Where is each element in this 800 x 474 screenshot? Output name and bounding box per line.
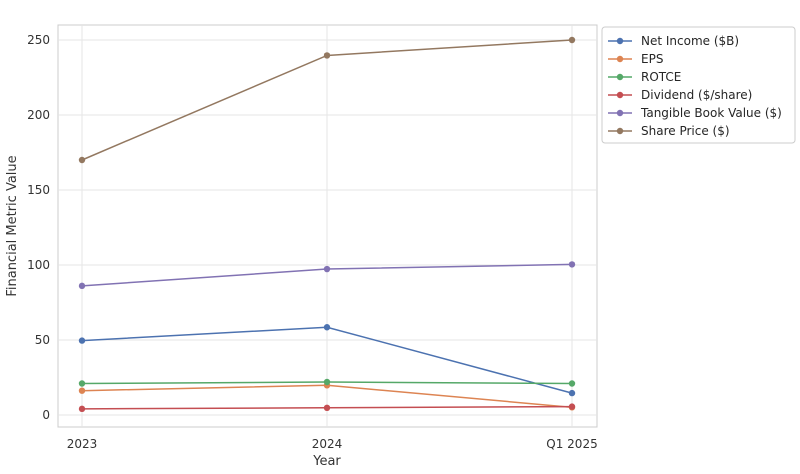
data-point [323, 324, 331, 331]
legend-marker [616, 91, 624, 99]
legend-item: EPS [608, 52, 663, 66]
y-tick-label: 50 [35, 333, 50, 347]
data-point [78, 156, 86, 164]
legend-item: Dividend ($/share) [608, 88, 752, 102]
legend-label: ROTCE [641, 70, 681, 84]
y-axis-label: Financial Metric Value [5, 155, 20, 296]
legend-marker [616, 127, 624, 135]
series-2 [78, 378, 576, 387]
data-point [568, 261, 576, 268]
legend-item: ROTCE [608, 70, 681, 84]
data-point [323, 404, 331, 411]
y-tick-label: 150 [27, 183, 50, 197]
data-point [568, 380, 576, 387]
series-5 [78, 36, 576, 164]
legend-label: Tangible Book Value ($) [640, 106, 782, 120]
legend-item: Share Price ($) [608, 124, 730, 138]
legend-item: Net Income ($B) [608, 34, 739, 48]
legend-marker [616, 73, 624, 81]
legend-item: Tangible Book Value ($) [608, 106, 782, 120]
x-ticks: 2023 2024 Q1 2025 [67, 437, 598, 451]
legend-label: Share Price ($) [641, 124, 730, 138]
legend-frame [601, 26, 796, 144]
legend-marker [616, 55, 624, 63]
legend-label: EPS [641, 52, 663, 66]
legend-marker [616, 37, 624, 45]
x-tick-label: Q1 2025 [546, 437, 597, 451]
y-tick-label: 200 [27, 108, 50, 122]
series-3 [78, 403, 576, 413]
legend-label: Net Income ($B) [641, 34, 739, 48]
data-point [568, 389, 576, 397]
y-tick-label: 0 [42, 408, 50, 422]
x-tick-label: 2024 [312, 437, 343, 451]
legend: Net Income ($B) EPS ROTCE Dividend ($/share… [601, 26, 796, 144]
data-point [78, 387, 86, 394]
data-point [568, 403, 576, 410]
data-point [78, 405, 86, 413]
y-ticks: 0 50 100 150 200 250 [27, 33, 50, 422]
series-4 [78, 261, 576, 290]
series [78, 36, 576, 413]
data-point [323, 378, 331, 386]
y-tick-label: 250 [27, 33, 50, 47]
y-tick-label: 100 [27, 258, 50, 272]
x-tick-label: 2023 [67, 437, 98, 451]
data-point [78, 282, 86, 290]
data-point [568, 36, 576, 44]
data-point [323, 52, 331, 59]
grid [58, 25, 597, 427]
data-point [78, 337, 86, 344]
data-point [78, 380, 86, 387]
series-0 [78, 324, 576, 397]
legend-marker [616, 109, 624, 117]
x-axis-label: Year [312, 454, 341, 469]
data-point [323, 265, 331, 273]
legend-label: Dividend ($/share) [641, 88, 752, 102]
